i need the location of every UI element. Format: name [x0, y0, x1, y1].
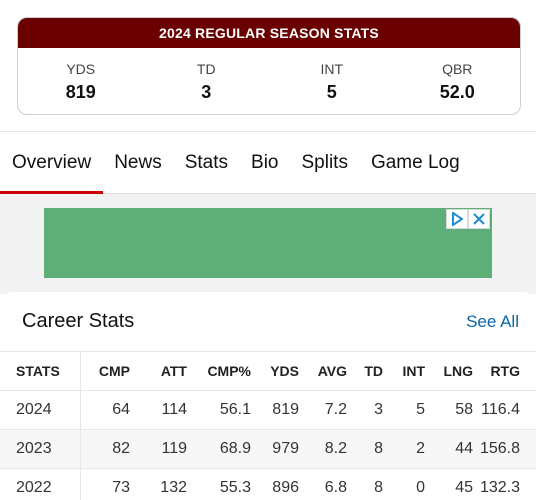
- stat-value: 3: [201, 82, 212, 102]
- season-stat-td: TD 3: [144, 48, 270, 114]
- stat-value: 52.0: [439, 82, 475, 102]
- table-row: 2022 73 132 55.3 896 6.8 8 0 45 132.3: [0, 468, 536, 500]
- table-cell: 68.9: [187, 429, 251, 469]
- see-all-link[interactable]: See All: [466, 311, 519, 331]
- season-stats-title: 2024 REGULAR SEASON STATS: [18, 18, 520, 48]
- ad-controls: [446, 209, 490, 229]
- column-header: INT: [383, 352, 425, 391]
- table-cell: 45: [425, 468, 473, 500]
- table-cell: 896: [251, 468, 299, 500]
- career-stats-title: Career Stats: [22, 310, 135, 332]
- career-stats-header: Career Stats See All: [0, 292, 536, 352]
- table-row: 2023 82 119 68.9 979 8.2 8 2 44 156.8: [0, 429, 536, 469]
- table-cell: 58: [425, 390, 473, 430]
- stat-label: INT: [320, 61, 344, 77]
- table-cell: 3: [347, 390, 383, 430]
- season-stat-int: INT 5: [269, 48, 395, 114]
- table-cell: 2: [383, 429, 425, 469]
- table-cell: 2023: [0, 429, 81, 469]
- column-header: STATS: [0, 352, 81, 391]
- table-cell: 116.4: [473, 390, 536, 430]
- table-cell: 5: [383, 390, 425, 430]
- season-stats-row: YDS 819 TD 3 INT 5 QBR 52.0: [18, 48, 521, 114]
- table-cell: 2024: [0, 390, 81, 430]
- tab-bio[interactable]: Bio: [251, 151, 279, 173]
- column-header: CMP%: [187, 352, 251, 391]
- column-header: RTG: [473, 352, 536, 391]
- table-cell: 6.8: [299, 468, 347, 500]
- column-header: LNG: [425, 352, 473, 391]
- table-cell: 56.1: [187, 390, 251, 430]
- tab-news[interactable]: News: [114, 151, 162, 173]
- table-row: 2024 64 114 56.1 819 7.2 3 5 58 116.4: [0, 390, 536, 430]
- career-stats-section: Career Stats See All STATS CMP ATT CMP% …: [0, 292, 536, 500]
- stat-label: YDS: [66, 61, 96, 77]
- table-cell: 819: [251, 390, 299, 430]
- table-cell: 132: [130, 468, 187, 500]
- season-stat-qbr: QBR 52.0: [395, 48, 521, 114]
- table-cell: 82: [80, 429, 130, 469]
- table-cell: 979: [251, 429, 299, 469]
- career-stats-table: STATS CMP ATT CMP% YDS AVG TD INT LNG RT…: [0, 352, 536, 500]
- stat-label: QBR: [442, 61, 473, 77]
- ad-band: [0, 194, 536, 294]
- table-header-row: STATS CMP ATT CMP% YDS AVG TD INT LNG RT…: [0, 352, 536, 391]
- adchoices-icon[interactable]: [446, 209, 468, 229]
- table-cell: 8.2: [299, 429, 347, 469]
- advertisement[interactable]: [44, 208, 492, 278]
- table-cell: 8: [347, 429, 383, 469]
- close-icon[interactable]: [468, 209, 490, 229]
- table-cell: 44: [425, 429, 473, 469]
- table-cell: 156.8: [473, 429, 536, 469]
- season-stat-yds: YDS 819: [18, 48, 144, 114]
- stat-value: 5: [326, 82, 337, 102]
- player-tabs: Overview News Stats Bio Splits Game Log: [0, 131, 536, 195]
- season-stats-card: 2024 REGULAR SEASON STATS YDS 819 TD 3 I…: [17, 17, 521, 115]
- stat-label: TD: [196, 61, 216, 77]
- table-cell: 0: [383, 468, 425, 500]
- column-header: YDS: [251, 352, 299, 391]
- table-cell: 7.2: [299, 390, 347, 430]
- table-cell: 2022: [0, 468, 81, 500]
- tab-splits[interactable]: Splits: [301, 151, 348, 173]
- column-header: AVG: [299, 352, 347, 391]
- column-header: ATT: [130, 352, 187, 391]
- table-cell: 132.3: [473, 468, 536, 500]
- table-cell: 73: [80, 468, 130, 500]
- column-header: CMP: [80, 352, 130, 391]
- column-header: TD: [347, 352, 383, 391]
- table-cell: 55.3: [187, 468, 251, 500]
- table-cell: 114: [130, 390, 187, 430]
- table-cell: 8: [347, 468, 383, 500]
- tab-game-log[interactable]: Game Log: [370, 151, 460, 173]
- tab-stats[interactable]: Stats: [184, 151, 229, 173]
- table-cell: 119: [130, 429, 187, 469]
- tab-overview[interactable]: Overview: [0, 131, 104, 195]
- stat-value: 819: [65, 82, 96, 102]
- table-cell: 64: [80, 390, 130, 430]
